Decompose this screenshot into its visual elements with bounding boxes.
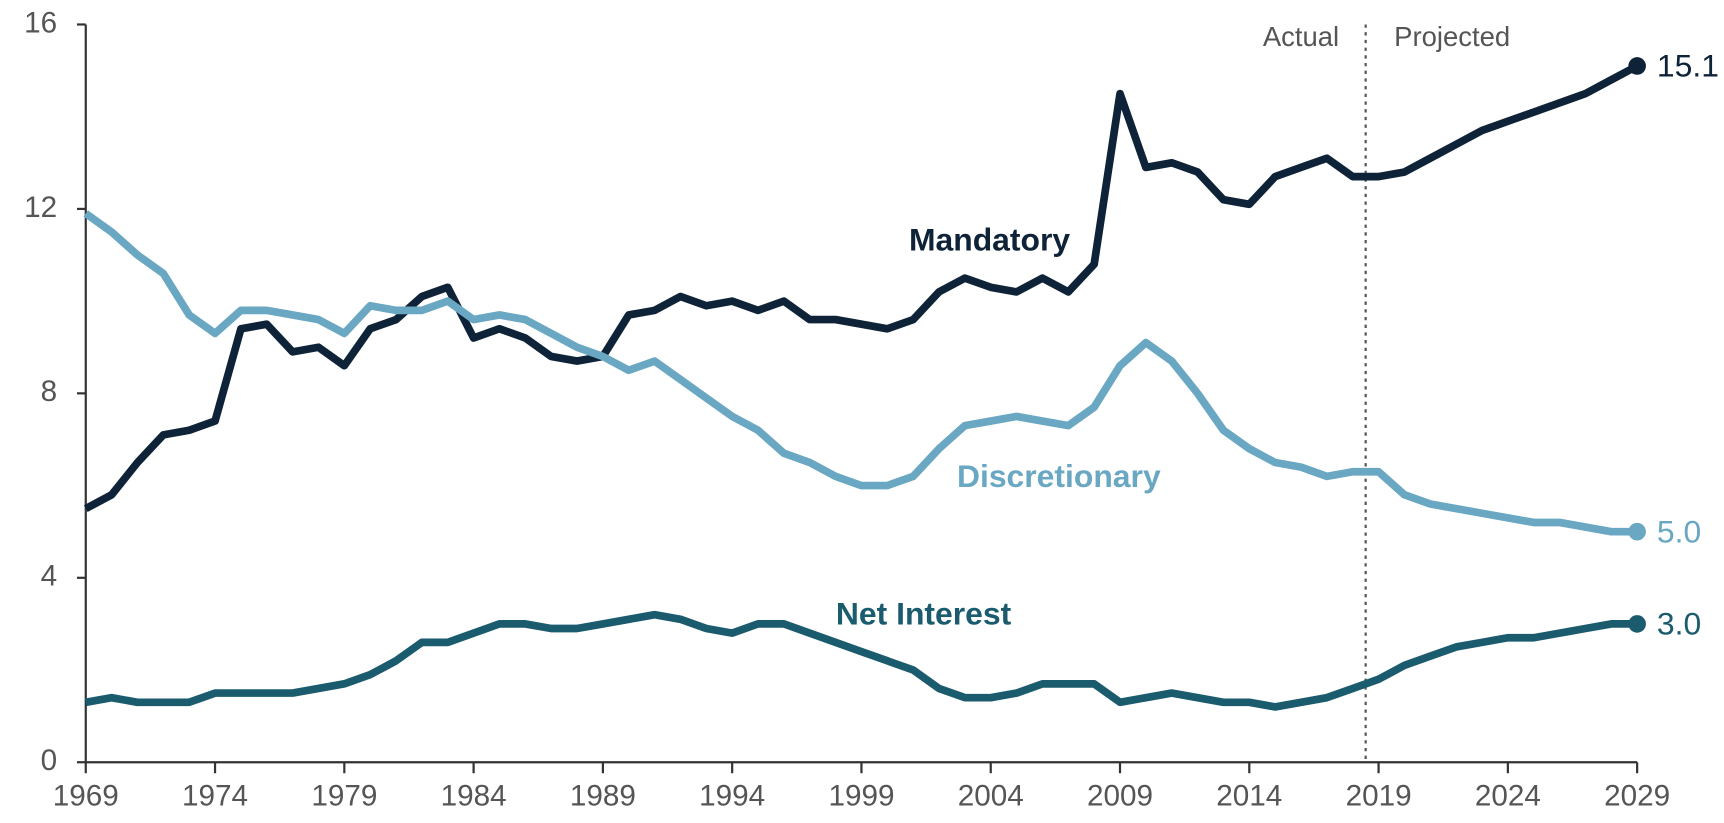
x-tick-label: 2029 [1604, 779, 1670, 812]
y-tick-label: 0 [41, 744, 58, 777]
series-label: Mandatory [909, 222, 1070, 258]
x-tick-label: 2014 [1216, 779, 1282, 812]
x-tick-label: 2009 [1087, 779, 1153, 812]
x-tick-label: 2004 [958, 779, 1024, 812]
value-label: 3.0 [1657, 606, 1701, 642]
x-tick-label: 1979 [311, 779, 377, 812]
x-tick-label: 1989 [570, 779, 636, 812]
y-tick-label: 12 [24, 191, 57, 224]
series-label: Discretionary [957, 458, 1161, 494]
x-tick-label: 1984 [441, 779, 507, 812]
x-tick-label: 1994 [699, 779, 765, 812]
series-line [83, 62, 1639, 513]
x-tick-label: 2024 [1475, 779, 1541, 812]
series-line [85, 610, 1638, 711]
y-tick-label: 16 [24, 6, 57, 39]
x-tick-label: 1974 [182, 779, 248, 812]
y-tick-label: 4 [41, 560, 58, 593]
x-tick-label: 1969 [53, 779, 119, 812]
end-point [1628, 522, 1646, 541]
end-point [1628, 615, 1646, 633]
x-tick-label: 1999 [828, 779, 894, 812]
y-tick-label: 8 [41, 375, 58, 408]
value-label: 15.1 [1657, 48, 1719, 84]
value-label: 5.0 [1657, 513, 1701, 549]
annotation-projected: Projected [1394, 21, 1510, 52]
x-tick-label: 2019 [1346, 779, 1412, 812]
series-line [83, 210, 1638, 536]
series-label: Net Interest [836, 595, 1012, 631]
annotation-actual: Actual [1263, 21, 1339, 52]
end-point [1628, 57, 1646, 75]
